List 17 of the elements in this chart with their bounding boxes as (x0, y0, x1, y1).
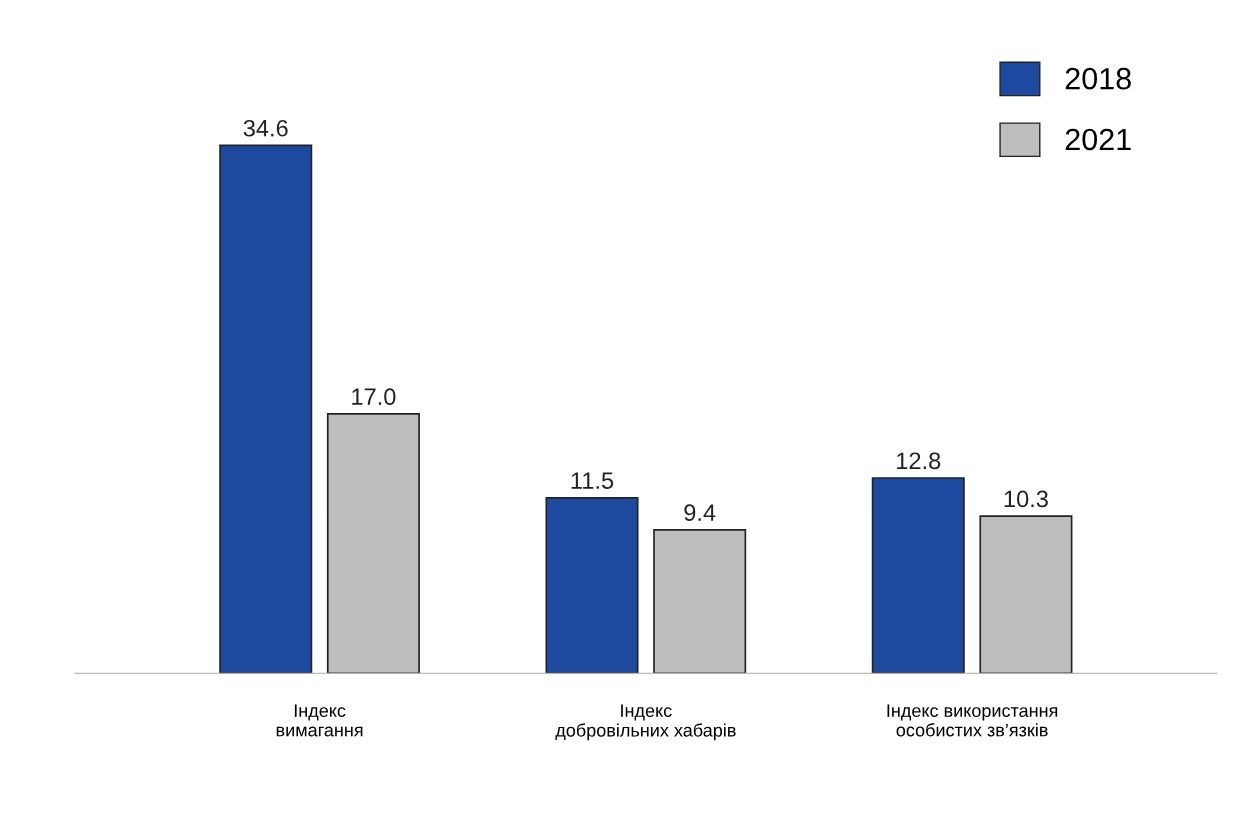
x-tick-label: Індекс використання особистих зв’язків (887, 704, 1058, 737)
data-label: 34.6 (243, 119, 288, 137)
bar (871, 477, 965, 674)
legend-label: 2021 (1065, 128, 1131, 151)
data-label: 17.0 (352, 388, 396, 406)
data-label: 10.3 (1004, 490, 1048, 508)
data-label: 12.8 (897, 452, 941, 470)
bar (653, 528, 747, 674)
x-tick-label: Індекс добровільних хабарів (555, 704, 736, 741)
x-tick-label: Індекс вимагання (276, 704, 363, 737)
data-label: 11.5 (571, 472, 614, 489)
bar (545, 496, 639, 674)
bar (326, 413, 420, 674)
bar (219, 144, 313, 674)
legend-label: 2018 (1065, 67, 1131, 90)
bar (979, 515, 1073, 674)
data-label: 9.4 (684, 504, 716, 521)
